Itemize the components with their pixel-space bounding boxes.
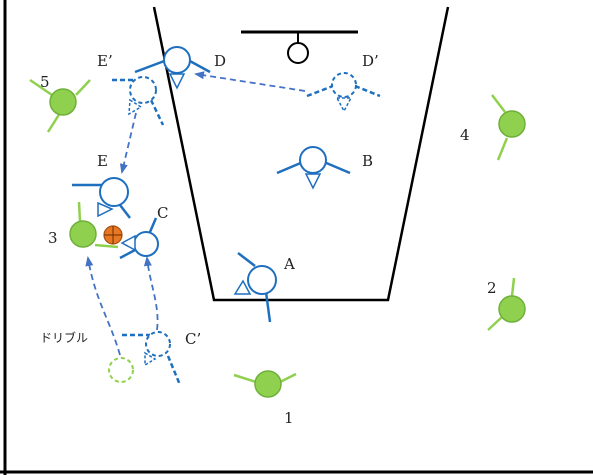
- defense-player-2: [487, 277, 526, 331]
- offense-player-c: [119, 217, 159, 260]
- offense-player-e-prime: [112, 76, 165, 126]
- label-a: A: [283, 255, 295, 273]
- offense-player-c-prime: [122, 331, 182, 386]
- offense-player-a: [233, 252, 277, 323]
- basketball-icon: [103, 225, 123, 245]
- label-d: D: [214, 52, 226, 70]
- label-c: C: [157, 204, 168, 222]
- label-d-prime: D’: [362, 52, 379, 70]
- label-3: 3: [48, 229, 58, 247]
- offense-player-d-prime: [306, 72, 381, 113]
- label-e-prime: E’: [97, 52, 113, 70]
- label-b: B: [362, 152, 373, 170]
- arrow-dribble-path: [85, 256, 121, 356]
- offense-player-e: [72, 177, 131, 219]
- arrow-d-prime-to-d: [194, 71, 306, 92]
- label-5: 5: [40, 73, 50, 91]
- arrow-c-prime-to-c: [143, 256, 159, 331]
- key-lane: [152, 6, 450, 302]
- defense-player-3: [69, 201, 119, 249]
- label-1: 1: [284, 409, 294, 427]
- label-4: 4: [460, 126, 470, 144]
- offense-player-b: [276, 146, 351, 190]
- dribble-start-ghost: [108, 357, 134, 383]
- label-e: E: [97, 152, 108, 170]
- label-c-prime: C’: [185, 330, 201, 348]
- defense-player-5: [29, 78, 91, 133]
- label-2: 2: [487, 279, 497, 297]
- arrow-e-prime-to-e: [119, 112, 137, 174]
- hoop-icon: [241, 30, 358, 64]
- offense-player-d: [134, 46, 211, 90]
- defense-player-4: [491, 94, 526, 161]
- defense-player-1: [233, 370, 297, 398]
- label-dribble: ドリブル: [40, 330, 88, 345]
